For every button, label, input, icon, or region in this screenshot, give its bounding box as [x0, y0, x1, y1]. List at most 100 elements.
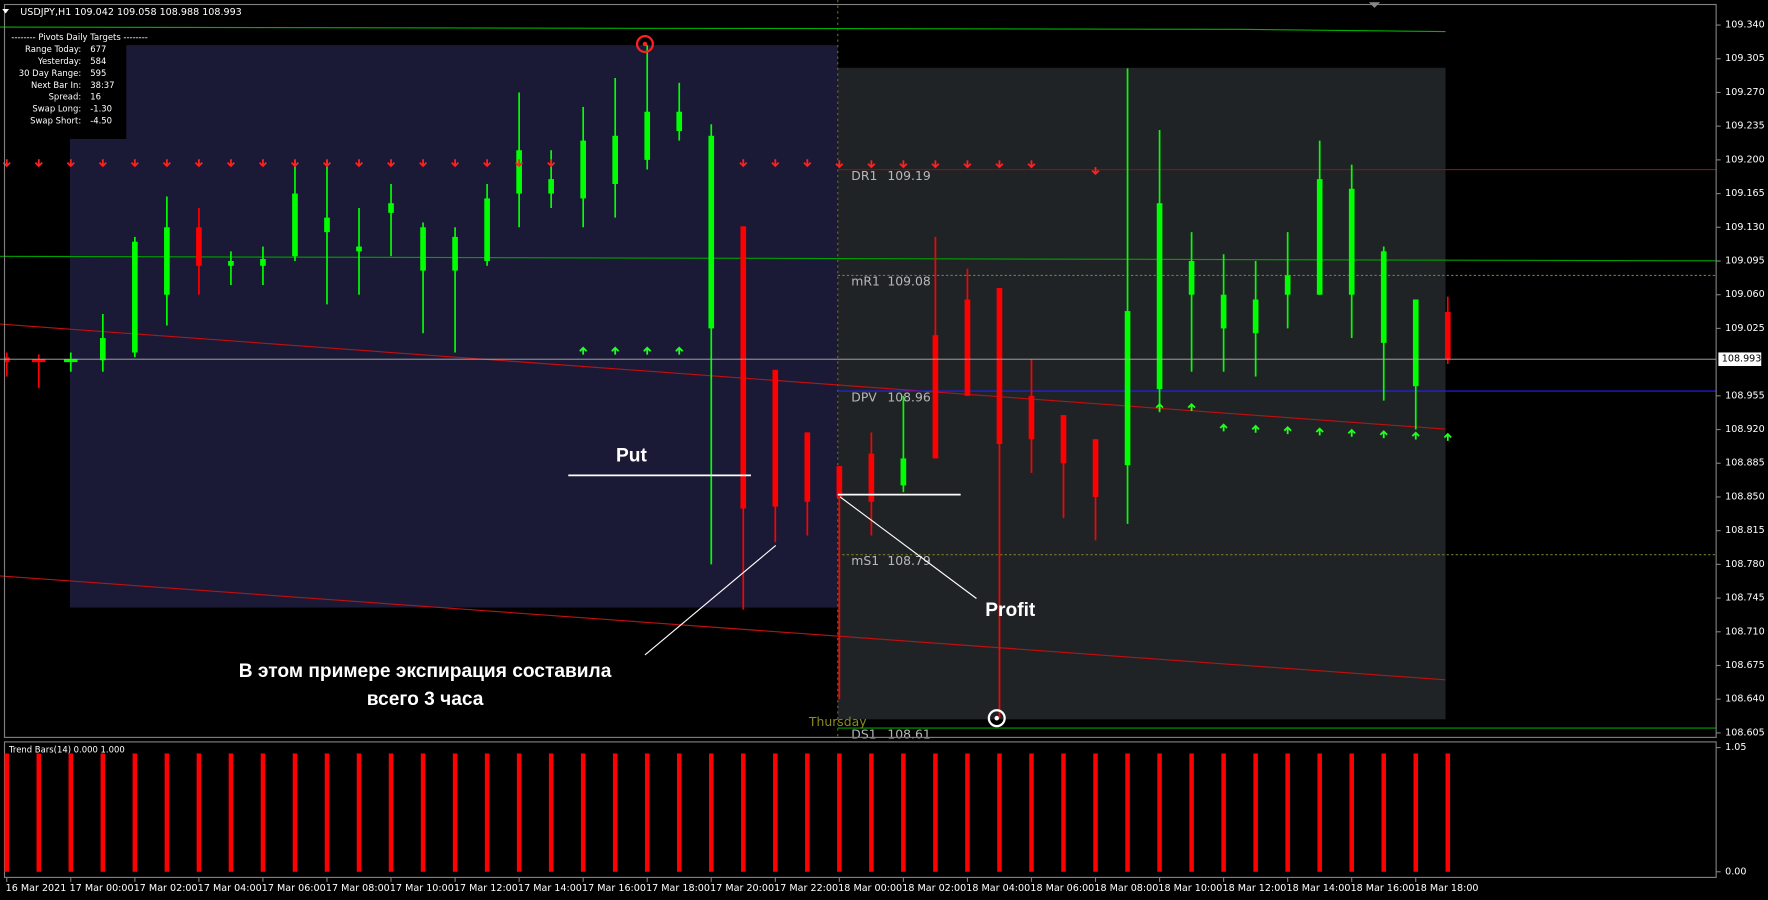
buy-arrow — [1283, 426, 1292, 435]
trend-bar — [100, 753, 106, 872]
sell-arrow — [931, 160, 940, 169]
sell-arrow — [130, 159, 139, 168]
trend-bar — [516, 753, 522, 872]
info-value: 16 — [90, 92, 101, 102]
pivot-value: 109.19 — [887, 168, 930, 183]
candle-body — [964, 299, 971, 396]
candle-body — [868, 453, 875, 502]
y-tick-label: 0.00 — [1725, 866, 1746, 877]
trend-bar — [644, 753, 650, 872]
sell-arrow — [258, 159, 267, 168]
moving-average — [0, 323, 1446, 430]
y-tick-label: 1.05 — [1725, 742, 1746, 753]
sell-arrow — [451, 159, 460, 168]
note-line: всего 3 часа — [367, 689, 484, 710]
y-tick-label: 108.780 — [1725, 559, 1765, 570]
trend-bar — [452, 753, 458, 872]
last-price-label: 108.993 — [1722, 354, 1762, 365]
menu-caret[interactable] — [2, 9, 10, 14]
trend-bar — [965, 753, 970, 872]
trend-bar — [933, 753, 938, 872]
x-tick-label: 17 Mar 02:00 — [134, 883, 198, 894]
y-tick-label: 108.710 — [1725, 626, 1765, 637]
x-tick-label: 16 Mar 2021 — [6, 883, 67, 894]
candle-body — [356, 246, 362, 252]
y-tick-label: 109.270 — [1725, 87, 1765, 98]
y-tick-label: 108.675 — [1725, 660, 1765, 671]
candle-body — [676, 111, 683, 131]
candle-body — [388, 203, 394, 213]
candle-body — [1092, 439, 1099, 497]
candle-body — [548, 179, 554, 194]
x-tick-label: 17 Mar 12:00 — [454, 883, 518, 894]
pivot-value: 108.61 — [887, 726, 930, 741]
candle-body — [292, 193, 298, 257]
sell-arrow — [835, 160, 844, 169]
candle-body — [1412, 299, 1419, 387]
x-tick-label: 17 Mar 04:00 — [198, 883, 262, 894]
y-tick-label: 108.605 — [1725, 727, 1765, 738]
trend-bar — [164, 753, 170, 872]
pivot-name: mS1 — [851, 553, 879, 568]
candle-body — [1284, 275, 1291, 295]
candle-body — [420, 227, 426, 271]
candle-body — [260, 259, 266, 266]
info-value: -4.50 — [90, 115, 112, 125]
channel-line — [0, 26, 1446, 33]
candle-body — [484, 198, 490, 261]
candle-body — [164, 227, 170, 295]
trend-bar — [773, 753, 778, 872]
pivot-value: 108.79 — [887, 553, 930, 568]
candle-body — [580, 140, 586, 199]
trend-bar — [1253, 753, 1258, 872]
candle-body — [900, 458, 907, 486]
signal-arrows — [2, 159, 1452, 441]
sell-arrow — [867, 160, 876, 169]
x-tick-label: 17 Mar 10:00 — [390, 883, 454, 894]
sell-arrow — [290, 159, 299, 168]
candle-body — [740, 226, 747, 509]
info-label: Range Today: — [25, 44, 81, 54]
buy-arrow — [1251, 424, 1260, 433]
candle-body — [1444, 312, 1451, 360]
y-tick-label: 108.640 — [1725, 694, 1765, 705]
x-tick-label: 18 Mar 14:00 — [1287, 883, 1351, 894]
candle-body — [1380, 251, 1387, 343]
trend-bar — [1125, 753, 1130, 872]
y-tick-label: 108.885 — [1725, 458, 1765, 469]
buy-arrow — [643, 346, 652, 355]
buy-arrow — [1187, 402, 1196, 412]
sell-arrow — [547, 159, 556, 168]
trend-bar — [1061, 753, 1066, 872]
scroll-marker[interactable] — [1368, 2, 1381, 8]
trend-bar — [1029, 753, 1034, 872]
sell-arrow — [483, 159, 492, 168]
trend-bar — [388, 753, 394, 872]
info-value: 584 — [90, 56, 106, 66]
trend-bar — [4, 753, 10, 872]
candles — [3, 45, 1451, 719]
buy-arrow — [1315, 427, 1324, 436]
info-heading: -------- Pivots Daily Targets -------- — [11, 32, 148, 42]
candle-body — [196, 227, 202, 266]
y-tick-label: 108.850 — [1725, 491, 1765, 502]
trend-bar — [1157, 753, 1162, 872]
sell-arrow — [771, 159, 780, 168]
trend-bar — [548, 753, 554, 872]
trend-bar — [1445, 753, 1451, 872]
candle-body — [1156, 203, 1163, 390]
trend-bar — [228, 753, 234, 872]
last-price-box — [1718, 352, 1762, 367]
high-marker-dot — [642, 41, 648, 47]
trend-bar — [324, 753, 330, 872]
info-panel — [9, 30, 127, 139]
candle-body — [1028, 395, 1035, 440]
x-tick-label: 17 Mar 16:00 — [582, 883, 646, 894]
trend-bar — [612, 753, 618, 872]
trend-bar — [1317, 753, 1322, 872]
info-value: 595 — [90, 68, 106, 78]
candle-body — [32, 359, 46, 363]
info-value: 38:37 — [90, 80, 114, 90]
info-value: 677 — [90, 44, 106, 54]
buy-arrow — [1347, 428, 1356, 437]
